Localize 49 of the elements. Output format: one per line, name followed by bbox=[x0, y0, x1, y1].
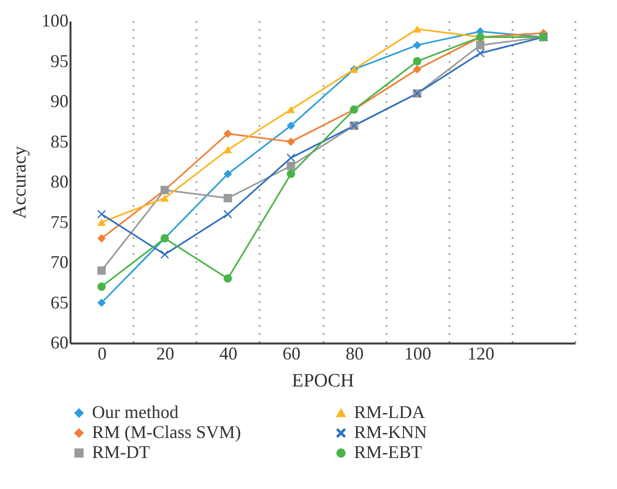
point bbox=[224, 146, 232, 154]
point bbox=[160, 194, 169, 202]
x-tick-label: 100 bbox=[404, 344, 432, 364]
legend-label: RM-EBT bbox=[354, 442, 422, 462]
point bbox=[413, 40, 422, 50]
y-tick-label: 100 bbox=[42, 10, 68, 30]
point bbox=[413, 25, 422, 33]
point bbox=[476, 49, 484, 58]
legend-label: RM (M-Class SVM) bbox=[92, 422, 242, 442]
y-tick-label: 90 bbox=[50, 91, 68, 111]
point bbox=[286, 121, 296, 130]
point bbox=[286, 138, 296, 146]
point bbox=[97, 298, 106, 307]
x-tick-label: 60 bbox=[282, 344, 300, 364]
point bbox=[413, 57, 422, 66]
y-tick-label: 95 bbox=[50, 50, 68, 71]
legend-label: RM-LDA bbox=[354, 402, 425, 422]
legend-label: RM-KNN bbox=[354, 422, 428, 442]
x-tick-label: 20 bbox=[156, 344, 174, 364]
point bbox=[286, 170, 296, 178]
point bbox=[160, 250, 169, 259]
point bbox=[286, 106, 296, 114]
point bbox=[224, 194, 232, 202]
point bbox=[97, 234, 106, 243]
y-tick-label: 80 bbox=[50, 172, 68, 192]
point bbox=[286, 162, 296, 170]
point bbox=[286, 154, 296, 162]
x-tick-label: 40 bbox=[219, 344, 238, 364]
legend-label: RM-DT bbox=[92, 442, 150, 462]
point bbox=[413, 65, 422, 74]
y-axis-title: Accuracy bbox=[10, 146, 30, 219]
point bbox=[97, 210, 106, 218]
point bbox=[224, 170, 232, 178]
x-tick-label: 120 bbox=[467, 344, 494, 364]
point bbox=[224, 210, 232, 218]
point bbox=[97, 282, 106, 291]
point bbox=[97, 218, 106, 226]
x-axis-title: EPOCH bbox=[292, 370, 354, 392]
y-tick-label: 85 bbox=[50, 131, 68, 152]
y-tick-label: 70 bbox=[50, 252, 68, 272]
legend-label: Our method bbox=[92, 402, 178, 422]
y-tick-label: 65 bbox=[50, 292, 68, 312]
point bbox=[476, 40, 484, 50]
x-tick-label: 0 bbox=[98, 344, 107, 364]
y-tick-label: 75 bbox=[50, 212, 68, 232]
x-tick-label: 80 bbox=[346, 344, 364, 364]
point bbox=[224, 130, 232, 138]
point bbox=[224, 274, 232, 283]
point bbox=[97, 266, 106, 275]
